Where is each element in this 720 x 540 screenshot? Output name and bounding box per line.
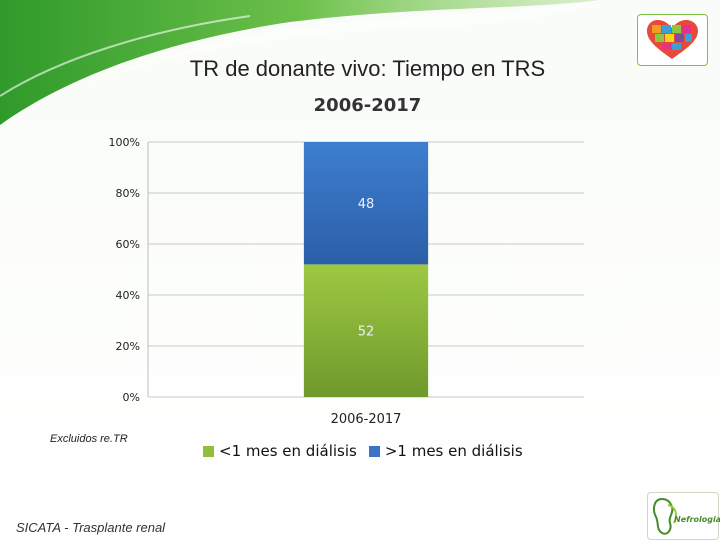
y-tick-label-5: 100% <box>109 136 140 149</box>
legend-label-1: >1 mes en diálisis <box>384 442 523 460</box>
legend-item-1: >1 mes en diálisis <box>368 442 523 460</box>
nephrology-logo-text: Nefrologia <box>674 515 720 524</box>
heart-logo <box>637 14 708 66</box>
legend-swatch-1 <box>368 445 380 457</box>
x-tick-label-0: 2006-2017 <box>331 412 402 427</box>
nephrology-logo: Nefrologia <box>647 492 720 540</box>
footer-text: SICATA - Trasplante renal <box>16 520 166 535</box>
legend-swatch-0 <box>203 445 214 457</box>
chart-title: 2006-2017 <box>313 95 422 116</box>
bar-segment-1 <box>303 142 429 265</box>
legend-item-0: <1 mes en diálisis <box>203 442 357 460</box>
y-tick-label-0: 0% <box>123 391 140 404</box>
y-tick-label-4: 80% <box>116 187 140 200</box>
y-tick-label-1: 20% <box>116 340 140 353</box>
exclusion-note: Excluidos re.TR <box>50 433 128 445</box>
kidney-icon <box>653 497 677 535</box>
heart-logo-icon <box>647 20 698 59</box>
slide-title: TR de donante vivo: Tiempo en TRS <box>189 56 546 81</box>
chart-legend: <1 mes en diálisis >1 mes en diálisis <box>203 442 535 460</box>
data-label-1: 48 <box>358 197 375 212</box>
y-tick-label-3: 60% <box>116 238 140 251</box>
bar-segment-0 <box>303 264 429 397</box>
y-tick-label-2: 40% <box>116 289 140 302</box>
data-label-0: 52 <box>358 325 375 340</box>
legend-label-0: <1 mes en diálisis <box>219 442 357 460</box>
